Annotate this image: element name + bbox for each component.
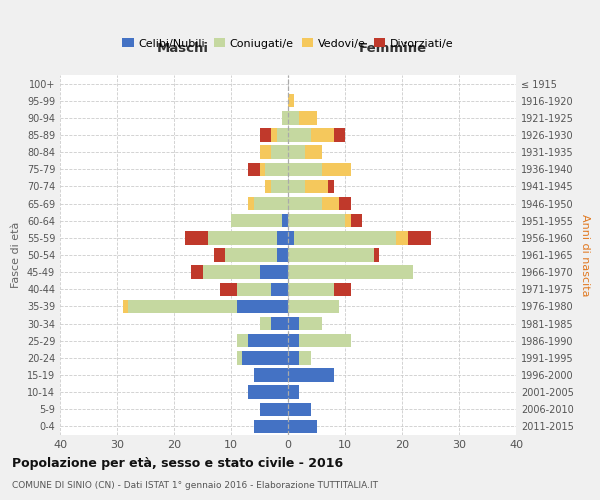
Bar [185,231,208,244]
Bar [288,317,299,330]
Bar [322,197,340,210]
Bar [265,162,288,176]
Bar [288,128,311,141]
Bar [236,282,271,296]
Bar [260,266,288,279]
Y-axis label: Fasce di età: Fasce di età [11,222,21,288]
Text: Femmine: Femmine [359,42,427,55]
Bar [373,248,379,262]
Bar [248,197,254,210]
Text: Popolazione per età, sesso e stato civile - 2016: Popolazione per età, sesso e stato civil… [12,458,343,470]
Bar [271,282,288,296]
Bar [408,231,431,244]
Bar [288,197,322,210]
Bar [283,214,288,228]
Bar [299,317,322,330]
Bar [123,300,128,313]
Bar [260,162,265,176]
Bar [220,282,236,296]
Bar [334,128,345,141]
Bar [288,351,299,364]
Bar [248,162,260,176]
Bar [128,300,236,313]
Bar [288,368,334,382]
Bar [288,402,311,416]
Bar [254,420,288,433]
Bar [242,351,288,364]
Bar [294,231,397,244]
Bar [345,214,350,228]
Text: Maschi: Maschi [157,42,209,55]
Bar [271,317,288,330]
Bar [288,180,305,193]
Bar [288,162,322,176]
Bar [231,214,283,228]
Bar [340,197,350,210]
Bar [288,334,299,347]
Bar [288,420,317,433]
Bar [254,368,288,382]
Text: COMUNE DI SINIO (CN) - Dati ISTAT 1° gennaio 2016 - Elaborazione TUTTITALIA.IT: COMUNE DI SINIO (CN) - Dati ISTAT 1° gen… [12,481,378,490]
Bar [237,351,242,364]
Bar [271,146,288,159]
Bar [397,231,408,244]
Bar [191,266,203,279]
Bar [288,231,294,244]
Legend: Celibi/Nubili, Coniugati/e, Vedovi/e, Divorziati/e: Celibi/Nubili, Coniugati/e, Vedovi/e, Di… [118,34,458,53]
Bar [203,266,260,279]
Bar [271,180,288,193]
Bar [288,266,413,279]
Bar [288,214,345,228]
Bar [299,111,317,124]
Y-axis label: Anni di nascita: Anni di nascita [580,214,590,296]
Bar [334,282,351,296]
Bar [328,180,334,193]
Bar [271,128,277,141]
Bar [299,351,311,364]
Bar [283,111,288,124]
Bar [226,248,277,262]
Bar [288,282,334,296]
Bar [350,214,362,228]
Bar [260,146,271,159]
Bar [299,334,350,347]
Bar [277,128,288,141]
Bar [265,180,271,193]
Bar [214,248,226,262]
Bar [236,334,248,347]
Bar [260,317,271,330]
Bar [236,300,288,313]
Bar [288,146,305,159]
Bar [322,162,350,176]
Bar [277,248,288,262]
Bar [254,197,288,210]
Bar [260,128,271,141]
Bar [288,300,340,313]
Bar [277,231,288,244]
Bar [288,386,299,399]
Bar [288,94,294,108]
Bar [288,248,373,262]
Bar [248,386,288,399]
Bar [260,402,288,416]
Bar [305,146,322,159]
Bar [208,231,277,244]
Bar [288,111,299,124]
Bar [311,128,334,141]
Bar [248,334,288,347]
Bar [305,180,328,193]
